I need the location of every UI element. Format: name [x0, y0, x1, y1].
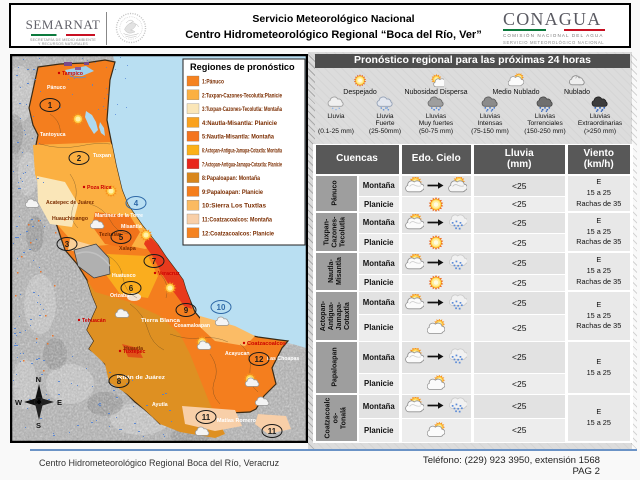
svg-text:1:Pánuco: 1:Pánuco: [202, 79, 224, 86]
svg-text:Tuxtepec: Tuxtepec: [123, 349, 146, 355]
svg-text:N: N: [36, 375, 41, 384]
svg-text:8:Papaloapan: Montaña: 8:Papaloapan: Montaña: [202, 175, 260, 182]
svg-text:7:Actopan-Antigua-Jamapa-Cotax: 7:Actopan-Antigua-Jamapa-Cotaxtla: Plani…: [202, 161, 282, 168]
svg-text:4: 4: [134, 199, 139, 208]
svg-text:E: E: [57, 398, 62, 407]
svg-text:W: W: [15, 398, 23, 407]
svg-text:11: 11: [202, 413, 211, 422]
svg-text:6: 6: [129, 284, 134, 293]
svg-text:12:Coatzacoalcos: Planicie: 12:Coatzacoalcos: Planicie: [202, 230, 275, 237]
svg-text:Teziutlán: Teziutlán: [99, 232, 121, 238]
svg-text:Tampico: Tampico: [62, 71, 83, 77]
svg-text:Ixtlán de Juárez: Ixtlán de Juárez: [117, 375, 166, 381]
svg-text:11: 11: [268, 427, 277, 436]
svg-text:Xalapa: Xalapa: [119, 246, 136, 252]
svg-text:S: S: [36, 421, 41, 430]
svg-text:3: 3: [65, 240, 70, 249]
svg-text:Veracruz: Veracruz: [158, 271, 180, 277]
svg-text:3:Tuxpan-Cazones-Tecolutla: Mo: 3:Tuxpan-Cazones-Tecolutla: Montaña: [202, 106, 282, 113]
svg-text:2:Tuxpan-Cazones-Tecolutla:Pla: 2:Tuxpan-Cazones-Tecolutla:Planicie: [202, 92, 282, 99]
svg-text:Poza Rica: Poza Rica: [87, 185, 112, 191]
svg-text:6:Actopan-Antigua-Jamapa-Cotax: 6:Actopan-Antigua-Jamapa-Cotaxtla: Monta…: [202, 148, 282, 155]
svg-text:12: 12: [255, 355, 264, 364]
svg-text:Matías Romero: Matías Romero: [217, 418, 256, 424]
svg-text:2: 2: [77, 154, 82, 163]
svg-text:Coatzacoalcos: Coatzacoalcos: [247, 341, 286, 347]
svg-text:Acatepec de Juárez: Acatepec de Juárez: [46, 200, 94, 206]
svg-text:7: 7: [152, 257, 157, 266]
svg-text:5: 5: [119, 233, 124, 242]
svg-text:Tuxpan: Tuxpan: [93, 153, 111, 159]
svg-text:Cosamaloapan: Cosamaloapan: [174, 323, 210, 329]
svg-text:Huatusco: Huatusco: [112, 273, 136, 279]
svg-text:9:Papaloapan: Planicie: 9:Papaloapan: Planicie: [202, 189, 263, 196]
svg-text:Huauchinango: Huauchinango: [52, 216, 88, 222]
svg-text:9: 9: [184, 306, 189, 315]
svg-text:8: 8: [117, 377, 122, 386]
svg-text:Regiones de pronóstico: Regiones de pronóstico: [190, 62, 295, 72]
svg-text:Misantla: Misantla: [121, 224, 142, 230]
svg-text:1: 1: [48, 101, 53, 110]
svg-text:11:Coatzacoalcos: Montaña: 11:Coatzacoalcos: Montaña: [202, 217, 272, 224]
svg-text:Tantoyuca: Tantoyuca: [40, 132, 66, 138]
svg-text:Pánuco: Pánuco: [47, 85, 66, 91]
svg-text:Orizaba: Orizaba: [110, 293, 129, 299]
svg-text:Ayutla: Ayutla: [152, 402, 168, 408]
svg-text:Huautla: Huautla: [124, 346, 143, 352]
svg-text:Martínez de la Torre: Martínez de la Torre: [95, 213, 143, 219]
svg-text:Tierra Blanca: Tierra Blanca: [141, 318, 180, 324]
svg-text:4:Nautla-Misantla: Planicie: 4:Nautla-Misantla: Planicie: [202, 120, 278, 127]
svg-text:Acayucan: Acayucan: [225, 351, 250, 357]
svg-text:10:Sierra Los Tuxtlas: 10:Sierra Los Tuxtlas: [202, 203, 267, 210]
svg-text:10: 10: [217, 303, 226, 312]
svg-text:5:Nautla-Misantla: Montaña: 5:Nautla-Misantla: Montaña: [202, 134, 274, 141]
svg-text:Las Choapas: Las Choapas: [267, 356, 299, 362]
svg-text:Tehuacán: Tehuacán: [82, 318, 106, 324]
